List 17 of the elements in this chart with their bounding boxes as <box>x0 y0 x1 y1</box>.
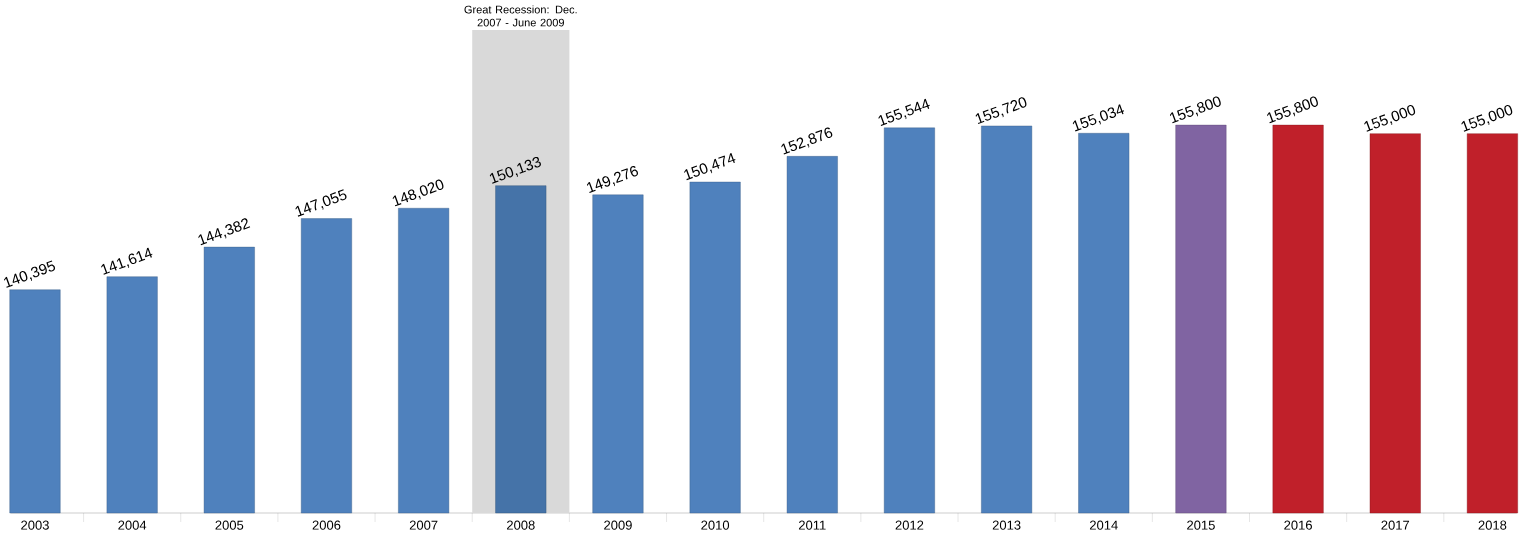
x-tick-label: 2017 <box>1381 520 1410 530</box>
x-tick-label: 2005 <box>215 520 244 530</box>
x-tick-label: 2012 <box>895 520 924 530</box>
x-tick-label: 2014 <box>1089 520 1118 530</box>
x-tick-label: 2015 <box>1187 520 1215 530</box>
band-label: Great Recession: Dec. 2007 - June 2009 <box>464 5 577 27</box>
x-tick-label: 2006 <box>312 520 341 530</box>
x-tick-label: 2007 <box>409 520 438 530</box>
x-tick-label: 2013 <box>992 520 1021 530</box>
x-tick-label: 2009 <box>604 520 632 530</box>
x-tick-label: 2003 <box>21 520 49 530</box>
x-tick-label: 2010 <box>701 520 730 530</box>
x-tick-label: 2018 <box>1478 520 1507 530</box>
x-tick-label: 2004 <box>118 520 147 530</box>
x-tick-label: 2008 <box>507 520 535 530</box>
x-tick-label: 2011 <box>798 520 826 530</box>
x-tick-label: 2016 <box>1284 520 1312 530</box>
